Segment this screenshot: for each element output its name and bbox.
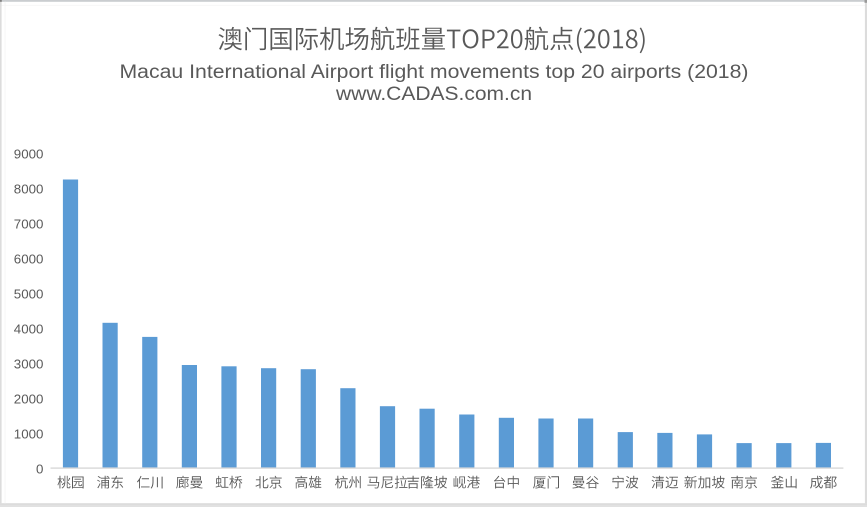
svg-text:5000: 5000 — [14, 286, 44, 301]
svg-text:3000: 3000 — [14, 356, 44, 371]
svg-text:www.CADAS.com.cn: www.CADAS.com.cn — [335, 84, 532, 105]
svg-text:7000: 7000 — [14, 216, 44, 231]
svg-text:9000: 9000 — [14, 146, 44, 161]
svg-text:6000: 6000 — [14, 251, 44, 266]
svg-text:8000: 8000 — [14, 181, 44, 196]
svg-text:Macau International Airport f: Macau International Airport flight movem… — [120, 62, 749, 83]
svg-text:0: 0 — [36, 461, 43, 476]
svg-text:1000: 1000 — [14, 426, 44, 441]
svg-text:4000: 4000 — [14, 321, 44, 336]
svg-text:2000: 2000 — [14, 391, 44, 406]
